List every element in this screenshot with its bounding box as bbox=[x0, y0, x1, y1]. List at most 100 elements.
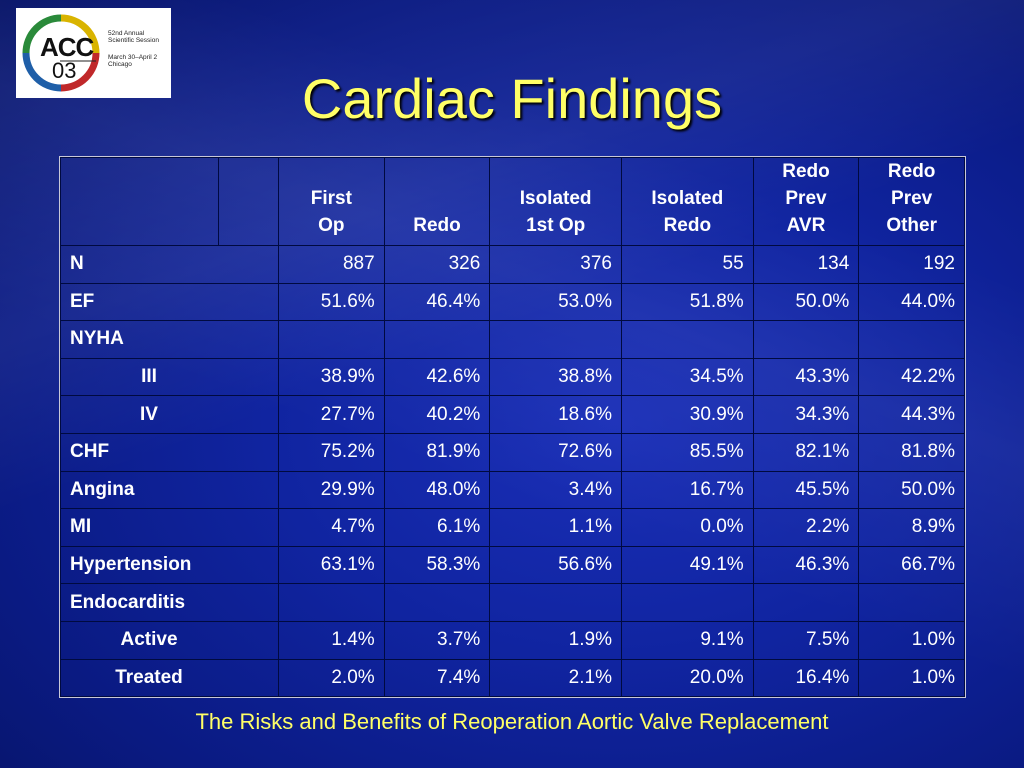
acc-logo-ring bbox=[22, 14, 100, 92]
table-cell bbox=[383, 320, 491, 359]
column-header-line: Op bbox=[318, 215, 345, 236]
table-cell: 326 bbox=[383, 245, 491, 284]
table-cell: 27.7% bbox=[278, 395, 385, 434]
table-cell: 2.0% bbox=[278, 658, 385, 698]
table-cell: 16.4% bbox=[752, 658, 860, 698]
table-cell: 75.2% bbox=[278, 432, 385, 472]
table-row: Endocarditis bbox=[60, 583, 965, 622]
logo-line-2: Scientific Session bbox=[108, 37, 159, 44]
table-body: N 887 326 376 55 134 192 EF 51.6% 46.4% 53.0% 51.8%… bbox=[60, 245, 965, 698]
table-cell: 50.0% bbox=[752, 282, 860, 322]
table-cell bbox=[752, 320, 860, 359]
table-cell: 1.4% bbox=[278, 620, 385, 660]
table-cell: 49.1% bbox=[620, 545, 754, 585]
table-cell: 1.0% bbox=[858, 620, 965, 660]
table-cell: 1.1% bbox=[489, 508, 622, 547]
table-cell: 34.3% bbox=[752, 395, 860, 434]
logo-line-3: March 30–April 2 bbox=[108, 54, 158, 61]
table-cell: 43.3% bbox=[752, 357, 860, 397]
row-label: Hypertension bbox=[60, 545, 279, 585]
slide-title: Cardiac Findings bbox=[301, 67, 723, 130]
table-cell: 50.0% bbox=[858, 470, 965, 510]
slide-caption: The Risks and Benefits of Reoperation Ao… bbox=[195, 709, 829, 734]
table-cell: 3.4% bbox=[489, 470, 622, 510]
column-header-line: Prev bbox=[891, 188, 933, 209]
header-empty-cell bbox=[218, 157, 279, 246]
row-label-text: Angina bbox=[70, 478, 135, 500]
table-cell: 9.1% bbox=[620, 620, 754, 660]
table-cell: 16.7% bbox=[620, 470, 754, 510]
table-cell bbox=[489, 583, 622, 622]
table-cell: 56.6% bbox=[489, 545, 622, 585]
table-cell: 48.0% bbox=[383, 470, 491, 510]
row-label: NYHA bbox=[60, 320, 279, 359]
table-cell: 18.6% bbox=[489, 395, 622, 434]
row-label-text: IV bbox=[140, 403, 158, 425]
column-header-line: Redo bbox=[782, 161, 830, 182]
table-row: N 887 326 376 55 134 192 bbox=[60, 245, 965, 284]
logo-acc-text: ACC bbox=[40, 32, 94, 62]
table-row: NYHA bbox=[60, 320, 965, 359]
table-cell bbox=[858, 583, 965, 622]
header-empty-cell bbox=[60, 157, 219, 246]
column-header-isolated-redo: Isolated Redo bbox=[620, 157, 754, 246]
row-label: N bbox=[60, 245, 279, 284]
table-cell bbox=[278, 583, 385, 622]
table-cell: 46.4% bbox=[383, 282, 491, 322]
row-label: Endocarditis bbox=[60, 583, 279, 622]
table-cell: 55 bbox=[620, 245, 754, 284]
column-header-line: Redo bbox=[887, 161, 936, 182]
table-cell: 29.9% bbox=[278, 470, 385, 510]
row-label: Angina bbox=[60, 470, 279, 510]
row-label: MI bbox=[60, 508, 279, 547]
table-cell: 63.1% bbox=[278, 545, 385, 585]
row-label: Active bbox=[60, 620, 279, 660]
table-cell: 20.0% bbox=[620, 658, 754, 698]
table-row: IV 27.7% 40.2% 18.6% 30.9% 34.3% 44.3% bbox=[60, 395, 965, 434]
table-cell: 85.5% bbox=[620, 432, 754, 472]
table-cell: 34.5% bbox=[620, 357, 754, 397]
column-header-line: Other bbox=[886, 215, 937, 236]
table-row: CHF 75.2% 81.9% 72.6% 85.5% 82.1% 81.8% bbox=[60, 432, 965, 472]
column-header-line: AVR bbox=[786, 215, 826, 236]
row-label-text: MI bbox=[70, 516, 92, 538]
row-label-text: Treated bbox=[115, 666, 183, 688]
table-cell: 4.7% bbox=[278, 508, 385, 547]
table-cell: 134 bbox=[752, 245, 860, 284]
row-label-text: Hypertension bbox=[70, 554, 192, 576]
table-cell bbox=[858, 320, 965, 359]
table-cell: 42.6% bbox=[383, 357, 491, 397]
row-label: CHF bbox=[60, 432, 279, 472]
acc-logo: ACC 03 52nd Annual Scientific Session Ma… bbox=[16, 8, 171, 98]
row-label-text: N bbox=[70, 253, 84, 275]
table-cell: 51.6% bbox=[278, 282, 385, 322]
table-cell: 6.1% bbox=[383, 508, 491, 547]
table-cell: 44.3% bbox=[858, 395, 965, 434]
column-header-redo: Redo bbox=[383, 157, 491, 246]
table-row: Active 1.4% 3.7% 1.9% 9.1% 7.5% 1.0% bbox=[60, 620, 965, 660]
table-cell: 2.1% bbox=[489, 658, 622, 698]
table-cell bbox=[620, 320, 754, 359]
row-label: EF bbox=[60, 282, 279, 322]
table-cell: 8.9% bbox=[858, 508, 965, 547]
table-cell bbox=[383, 583, 491, 622]
table-cell: 7.5% bbox=[752, 620, 860, 660]
row-label-text: NYHA bbox=[70, 328, 124, 350]
table-cell: 81.9% bbox=[383, 432, 491, 472]
table-cell: 44.0% bbox=[858, 282, 965, 322]
column-header-line: Redo bbox=[663, 215, 712, 236]
table-row: Angina 29.9% 48.0% 3.4% 16.7% 45.5% 50.0% bbox=[60, 470, 965, 510]
table-cell: 66.7% bbox=[858, 545, 965, 585]
row-label-text: Active bbox=[120, 629, 178, 651]
table-cell: 45.5% bbox=[752, 470, 860, 510]
table-cell: 30.9% bbox=[620, 395, 754, 434]
table-cell: 53.0% bbox=[489, 282, 622, 322]
row-label: IV bbox=[60, 395, 279, 434]
table-cell bbox=[752, 583, 860, 622]
cardiac-findings-table: First Op Redo Isolated 1st Op Isolated Redo… bbox=[59, 155, 966, 699]
table-cell bbox=[489, 320, 622, 359]
table-cell bbox=[620, 583, 754, 622]
table-cell: 58.3% bbox=[383, 545, 491, 585]
column-header-line: Isolated bbox=[519, 188, 592, 209]
table-cell: 2.2% bbox=[752, 508, 860, 547]
